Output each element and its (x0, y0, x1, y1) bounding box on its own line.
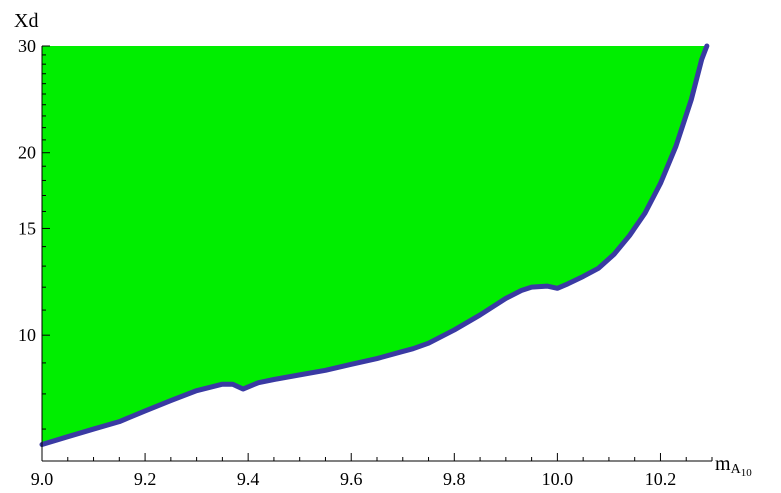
y-tick-label: 10 (18, 325, 36, 345)
x-tick-label: 9.8 (443, 469, 466, 489)
x-axis-label-main: m (715, 453, 731, 475)
x-tick-label: 9.6 (340, 469, 363, 489)
x-axis-label-subsub: 10 (741, 467, 753, 479)
x-axis-label: mA10 (715, 453, 752, 479)
y-tick-label: 20 (18, 143, 36, 163)
plot-area (39, 43, 710, 448)
x-tick-label: 9.4 (237, 469, 260, 489)
allowed-region-fill (42, 46, 707, 445)
x-tick-label: 9.0 (31, 469, 54, 489)
y-axis-label: Xd (14, 10, 38, 32)
axes: 9.0 9.2 9.4 9.6 9.8 10.0 10.2 10 15 20 30 (18, 36, 713, 489)
y-tick-label: 30 (18, 36, 36, 56)
x-tick-label: 9.2 (134, 469, 157, 489)
y-tick-label: 15 (18, 218, 36, 238)
x-tick-label: 10.2 (645, 469, 677, 489)
boundary-curve (39, 43, 710, 448)
x-axis-label-sub: A (731, 462, 742, 477)
x-tick-label: 10.0 (542, 469, 574, 489)
